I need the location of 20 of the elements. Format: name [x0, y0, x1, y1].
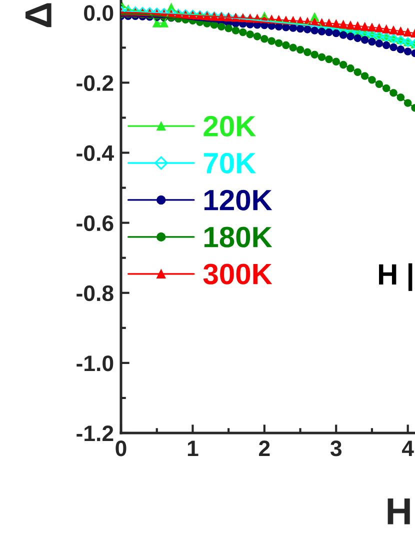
- legend-label: 120K: [204, 190, 272, 210]
- y-tick-label: -0.2: [76, 75, 114, 91]
- y-tick-label: 0.0: [84, 5, 114, 21]
- y-tick-label: -0.6: [76, 215, 114, 232]
- y-tick-label: -0.8: [76, 285, 114, 302]
- x-axis-title: H: [388, 498, 410, 524]
- legend-label: 20K: [204, 116, 256, 137]
- x-tick-label: 0: [116, 440, 126, 456]
- x-tick-label: 3: [330, 440, 342, 456]
- y-tick-label: -1.0: [76, 355, 114, 372]
- y-axis-title: Δ: [26, 3, 52, 28]
- y-tick-label: -1.2: [76, 426, 114, 442]
- y-tick-label: -0.4: [76, 145, 114, 162]
- annotation: H |: [379, 263, 412, 291]
- x-tick-label: 2: [259, 440, 270, 456]
- x-tick-label: 1: [188, 440, 198, 456]
- legend-label: 70K: [204, 152, 256, 174]
- x-tick-label: 4: [402, 440, 414, 456]
- legend-label: 300K: [203, 264, 272, 284]
- legend-label: 180K: [204, 226, 272, 248]
